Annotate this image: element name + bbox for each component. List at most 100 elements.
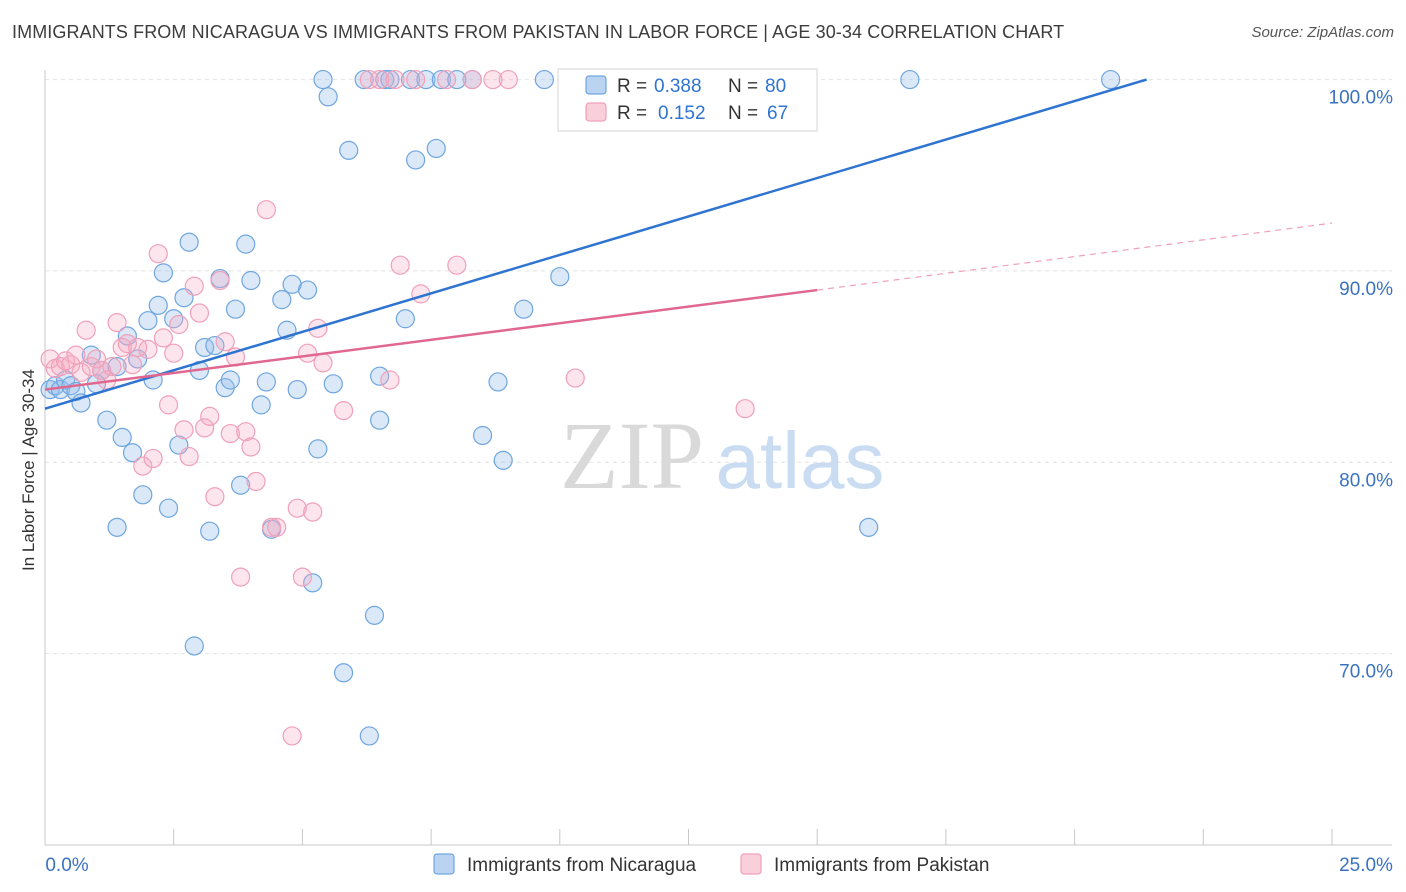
point-nicaragua-55	[359, 726, 379, 746]
point-nicaragua-67	[447, 69, 467, 90]
point-pakistan-40	[246, 471, 266, 492]
point-pakistan-46	[292, 567, 312, 587]
point-nicaragua-15	[122, 443, 143, 463]
point-pakistan-20	[143, 448, 163, 469]
stats-r-label-2: R =	[617, 103, 647, 124]
point-nicaragua-71	[493, 450, 513, 470]
watermark-zip: ZIP	[560, 402, 704, 509]
point-pakistan-33	[210, 270, 230, 291]
stats-r-value-1: 0.388	[654, 76, 702, 97]
point-pakistan-0	[40, 349, 60, 369]
point-nicaragua-10	[97, 410, 117, 430]
point-pakistan-5	[66, 345, 86, 365]
point-nicaragua-36	[231, 475, 251, 495]
point-pakistan-60	[447, 255, 467, 275]
point-nicaragua-59	[375, 69, 395, 90]
point-pakistan-4	[61, 355, 81, 375]
point-pakistan-19	[138, 339, 158, 359]
stats-swatch-nicaragua	[585, 75, 607, 95]
point-nicaragua-74	[550, 267, 570, 287]
point-nicaragua-13	[112, 427, 132, 448]
stats-n-label-2: N =	[728, 103, 758, 124]
y-tick-label-2: 80.0%	[1339, 470, 1393, 491]
stats-r-label-1: R =	[617, 76, 647, 97]
point-nicaragua-26	[179, 232, 199, 252]
x-tick-label-1: 25.0%	[1339, 855, 1393, 876]
point-pakistan-15	[117, 334, 137, 354]
y-tick-label-0: 100.0%	[1329, 88, 1394, 109]
watermark: ZIP atlas	[560, 402, 884, 509]
point-nicaragua-79	[1101, 69, 1121, 90]
x-tick-label-0: 0.0%	[45, 855, 88, 876]
point-pakistan-63	[498, 69, 518, 90]
point-nicaragua-62	[400, 69, 421, 90]
point-pakistan-51	[333, 401, 354, 421]
point-nicaragua-72	[514, 299, 534, 319]
point-nicaragua-63	[406, 150, 426, 170]
point-pakistan-29	[189, 303, 210, 323]
point-pakistan-35	[220, 423, 240, 444]
point-nicaragua-56	[364, 605, 385, 625]
point-pakistan-38	[236, 422, 256, 442]
point-nicaragua-40	[256, 372, 276, 392]
point-nicaragua-11	[107, 357, 127, 377]
point-pakistan-7	[76, 320, 96, 340]
stats-legend-box: R = 0.388 N = 80 R = 0.152 N = 67	[557, 68, 818, 132]
stats-n-value-1: 80	[765, 76, 786, 97]
point-pakistan-61	[462, 69, 482, 90]
point-pakistan-52	[359, 69, 379, 90]
point-nicaragua-78	[900, 69, 920, 90]
y-axis-title: In Labor Force | Age 30-34	[19, 369, 38, 571]
point-nicaragua-30	[200, 521, 220, 541]
point-nicaragua-12	[107, 517, 127, 537]
point-pakistan-21	[148, 244, 168, 264]
point-nicaragua-39	[251, 395, 271, 415]
stats-r-value-2: 0.152	[658, 103, 706, 124]
point-nicaragua-34	[220, 370, 240, 390]
point-nicaragua-77	[859, 517, 879, 537]
point-pakistan-31	[200, 406, 220, 426]
point-nicaragua-58	[370, 410, 390, 430]
point-nicaragua-49	[313, 69, 333, 90]
point-nicaragua-47	[303, 573, 323, 593]
point-pakistan-57	[406, 69, 426, 90]
point-nicaragua-23	[164, 309, 184, 329]
point-pakistan-45	[287, 498, 307, 518]
point-pakistan-65	[565, 368, 585, 388]
point-pakistan-22	[153, 328, 174, 348]
point-pakistan-3	[55, 351, 76, 371]
point-pakistan-30	[194, 418, 215, 438]
point-nicaragua-38	[241, 270, 261, 291]
stats-n-label-1: N =	[728, 76, 758, 97]
point-nicaragua-17	[133, 485, 153, 505]
trendline-pakistan-extension	[817, 222, 1333, 291]
point-pakistan-47	[297, 343, 318, 363]
point-pakistan-34	[215, 332, 235, 352]
point-pakistan-27	[179, 446, 199, 467]
point-pakistan-14	[112, 337, 132, 358]
point-nicaragua-60	[380, 69, 400, 90]
chart-title: IMMIGRANTS FROM NICARAGUA VS IMMIGRANTS …	[12, 22, 1065, 42]
stats-swatch-pakistan	[585, 102, 607, 122]
point-nicaragua-37	[236, 234, 256, 254]
legend-swatch-pakistan	[740, 853, 762, 875]
point-nicaragua-64	[416, 69, 436, 90]
point-pakistan-10	[92, 360, 112, 381]
point-pakistan-55	[385, 69, 405, 90]
point-nicaragua-73	[534, 69, 554, 90]
point-nicaragua-27	[184, 636, 204, 656]
point-nicaragua-61	[395, 309, 415, 329]
point-nicaragua-48	[308, 439, 328, 459]
trendlines-layer	[44, 78, 1333, 410]
point-nicaragua-54	[354, 69, 374, 90]
legend-swatch-nicaragua	[433, 853, 455, 875]
point-pakistan-39	[241, 437, 261, 457]
point-pakistan-62	[483, 69, 503, 90]
point-pakistan-66	[735, 399, 755, 419]
point-pakistan-42	[261, 517, 282, 537]
point-pakistan-25	[169, 314, 189, 335]
point-nicaragua-66	[431, 69, 451, 90]
legend-label-nicaragua: Immigrants from Nicaragua	[467, 855, 697, 876]
point-pakistan-53	[370, 69, 390, 90]
y-tick-label-3: 70.0%	[1339, 662, 1393, 683]
